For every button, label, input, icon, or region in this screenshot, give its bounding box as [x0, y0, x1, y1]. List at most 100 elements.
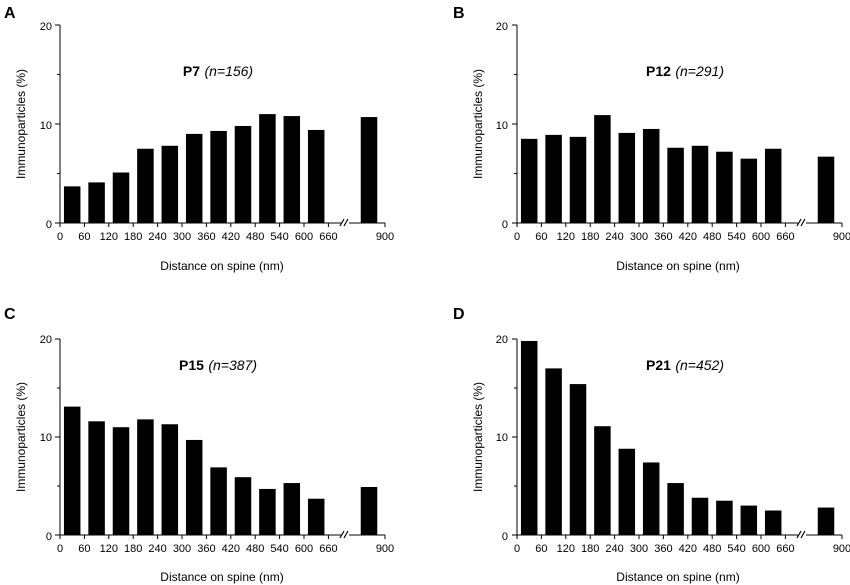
panel-b-axis-break-mark-2	[800, 218, 806, 227]
panel-a-ytick-20: 20	[40, 21, 52, 33]
panel-c-ytick-10: 10	[40, 432, 52, 444]
panel-b-bar-6	[667, 147, 684, 223]
panel-c-xtick-480: 480	[246, 543, 264, 555]
panel-d-plot: 0 60 120 180 240 300 360 420 480 540 600 660 900	[512, 338, 850, 555]
panel-d-bar-6	[667, 483, 684, 535]
panel-d-bar-7	[691, 497, 709, 535]
panel-a-xtick-360: 360	[197, 231, 215, 243]
panel-a-axis-break-mark-2	[343, 218, 349, 227]
panel-b-xtick-360: 360	[654, 231, 672, 243]
panel-b-bar-0	[520, 138, 538, 223]
panel-c-ylabel: Immunoparticles (%)	[14, 382, 28, 492]
panel-a-bar-5	[185, 133, 203, 223]
panel-c-axis-break-mark-1	[339, 530, 345, 539]
panel-a-bar-0	[63, 186, 81, 223]
panel-c-bar-11	[360, 486, 378, 535]
panel-c-bar-6	[210, 467, 227, 535]
panel-a-xtick-120: 120	[100, 231, 118, 243]
panel-b-bar-11	[817, 156, 835, 223]
panel-a-xtick-60: 60	[78, 231, 90, 243]
panel-c-bar-9	[283, 483, 301, 535]
panel-d-bar-1	[545, 368, 562, 535]
panel-c-xtick-360: 360	[197, 543, 215, 555]
panel-b-xtick-120: 120	[557, 231, 575, 243]
panel-c-bar-4	[161, 424, 179, 535]
panel-b-axis-break-mark-1	[796, 218, 802, 227]
panel-c-axis-break-mark-2	[343, 530, 349, 539]
panel-b-xtick-660: 660	[776, 231, 794, 243]
panel-d-title: P21 (n=452)	[646, 357, 724, 374]
panel-c-xtick-0: 0	[57, 543, 63, 555]
panel-a-xtick-540: 540	[270, 231, 288, 243]
panel-a-title-n: (n=156)	[204, 63, 253, 79]
panel-a: A 0 60 120 180 240 300 360 420 480 540 600 660 900 0…	[4, 5, 394, 273]
panel-a-xtick-600: 600	[295, 231, 313, 243]
panel-b-plot: 0 60 120 180 240 300 360 420 480 540 600 660 900	[512, 24, 850, 243]
panel-d-bar-11	[817, 507, 835, 535]
panel-d-xtick-60: 60	[535, 543, 547, 555]
panel-d-ylabel: Immunoparticles (%)	[471, 382, 485, 492]
panel-b: B 0 60 120 180 240 300 360 420 480 540 600 660 900 0…	[453, 5, 850, 273]
panel-d-xtick-540: 540	[727, 543, 745, 555]
panel-d-bar-0	[520, 340, 538, 535]
panel-d-bar-8	[716, 500, 733, 535]
panel-a-bar-6	[210, 130, 227, 223]
panel-c-bar-0	[63, 406, 81, 535]
panel-a-xtick-660: 660	[319, 231, 337, 243]
panel-letter-a: A	[4, 5, 16, 22]
panel-a-bar-2	[112, 172, 130, 223]
panel-a-bar-1	[88, 182, 105, 223]
panel-c-title-n: (n=387)	[208, 357, 257, 373]
panel-a-xtick-480: 480	[246, 231, 264, 243]
panel-b-bar-4	[618, 132, 636, 223]
panel-c-bar-7	[234, 477, 252, 535]
panel-b-xtick-0: 0	[514, 231, 520, 243]
panel-d-bar-5	[642, 462, 660, 535]
panel-c-xtick-540: 540	[270, 543, 288, 555]
panel-a-bar-11	[360, 117, 378, 223]
panel-d-xtick-660: 660	[776, 543, 794, 555]
panel-a-ylabel: Immunoparticles (%)	[14, 69, 28, 179]
panel-b-xtick-420: 420	[679, 231, 697, 243]
panel-d-xlabel: Distance on spine (nm)	[616, 570, 739, 584]
panel-c-bar-2	[112, 427, 130, 535]
panel-d-bar-4	[618, 448, 636, 535]
panel-b-bar-7	[691, 145, 709, 223]
panel-c-bar-3	[137, 419, 154, 535]
panel-b-xtick-300: 300	[630, 231, 648, 243]
panel-c-xlabel: Distance on spine (nm)	[160, 570, 283, 584]
panel-c-xtick-420: 420	[222, 543, 240, 555]
panel-a-xtick-240: 240	[148, 231, 166, 243]
panel-c-bar-8	[259, 488, 276, 535]
panel-b-title-n: (n=291)	[675, 63, 724, 79]
panel-b-xtick-600: 600	[752, 231, 770, 243]
panel-a-bar-10	[307, 129, 325, 223]
panel-a-title-age: P7	[183, 63, 200, 79]
panel-a-ytick-0: 0	[46, 219, 52, 231]
panel-b-xtick-60: 60	[535, 231, 547, 243]
panel-d-bar-3	[594, 426, 611, 535]
panel-letter-d: D	[453, 306, 465, 323]
panel-b-xlabel: Distance on spine (nm)	[616, 259, 739, 273]
panel-b-xtick-240: 240	[605, 231, 623, 243]
panel-letter-b: B	[453, 5, 465, 22]
panel-a-ytick-10: 10	[40, 120, 52, 132]
panel-a-xtick-300: 300	[173, 231, 191, 243]
panel-a-xtick-0: 0	[57, 231, 63, 243]
panel-a-bar-7	[234, 125, 252, 223]
panel-c-xtick-60: 60	[78, 543, 90, 555]
panel-a-bar-8	[259, 114, 276, 223]
panel-a-plot: 0 60 120 180 240 300 360 420 480 540 600 660 900	[55, 24, 394, 243]
panel-b-ytick-0: 0	[502, 219, 508, 231]
panel-c-xtick-300: 300	[173, 543, 191, 555]
panel-a-xtick-900: 900	[376, 231, 394, 243]
panel-d-xtick-420: 420	[679, 543, 697, 555]
panel-c-bar-5	[185, 439, 203, 535]
panel-d-xtick-900: 900	[833, 543, 850, 555]
panel-b-bar-8	[716, 151, 733, 223]
panel-d-xtick-360: 360	[654, 543, 672, 555]
panel-d-title-n: (n=452)	[675, 357, 724, 373]
panel-c-xtick-600: 600	[295, 543, 313, 555]
panel-b-bar-5	[642, 128, 660, 223]
panel-d-ytick-0: 0	[502, 531, 508, 543]
